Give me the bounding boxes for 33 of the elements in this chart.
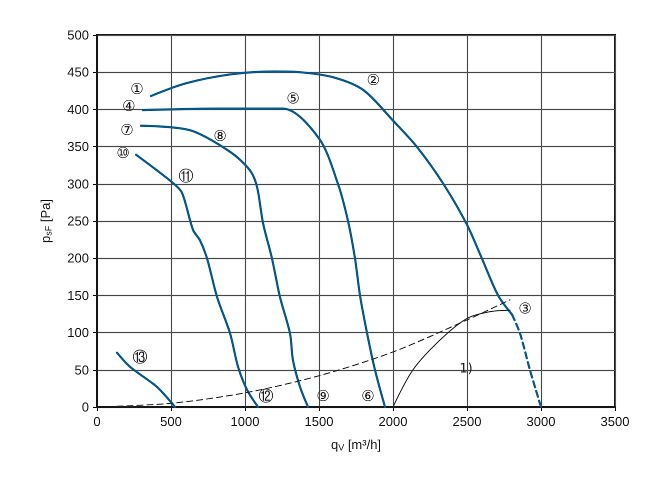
y-tick-label: 500 bbox=[67, 28, 89, 42]
y-tick-label: 300 bbox=[67, 176, 89, 192]
line-series bbox=[116, 352, 176, 408]
annotation: ⑥ bbox=[361, 387, 375, 405]
y-tick-label: 450 bbox=[67, 64, 89, 80]
y-tick-label: 200 bbox=[67, 250, 89, 266]
annotation: ⑪ bbox=[178, 167, 194, 186]
annotation: ⑤ bbox=[286, 90, 300, 108]
x-tick-label: 2500 bbox=[452, 414, 482, 429]
annotation: ⑬ bbox=[132, 348, 148, 366]
x-tick-label: 0 bbox=[93, 414, 101, 429]
y-tick-label: 100 bbox=[67, 325, 89, 340]
y-tick-label: 0 bbox=[82, 400, 89, 414]
annotation: ⑫ bbox=[258, 387, 274, 405]
line-series bbox=[134, 154, 260, 408]
y-tick-label: 250 bbox=[67, 214, 89, 228]
x-tick-label: 1500 bbox=[304, 414, 334, 429]
annotation: ⑩ bbox=[116, 144, 130, 162]
annotation: ② bbox=[366, 71, 380, 90]
x-tick-label: 2000 bbox=[378, 414, 408, 429]
y-tick-label: 400 bbox=[67, 102, 89, 117]
x-tick-label: 3000 bbox=[526, 414, 556, 429]
annotation: ⑦ bbox=[120, 120, 134, 139]
y-tick-label: 50 bbox=[74, 362, 89, 378]
x-tick-label: 1000 bbox=[230, 414, 260, 429]
x-tick-label: 3500 bbox=[600, 414, 630, 429]
annotation: ⑧ bbox=[213, 126, 227, 145]
y-tick-label: 350 bbox=[67, 139, 89, 154]
annotation: ③ bbox=[518, 300, 532, 318]
annotation: ① bbox=[130, 80, 144, 98]
x-tick-label: 500 bbox=[160, 414, 182, 429]
y-axis-title: psF [Pa] bbox=[38, 199, 54, 243]
y-tick-label: 150 bbox=[67, 288, 89, 303]
